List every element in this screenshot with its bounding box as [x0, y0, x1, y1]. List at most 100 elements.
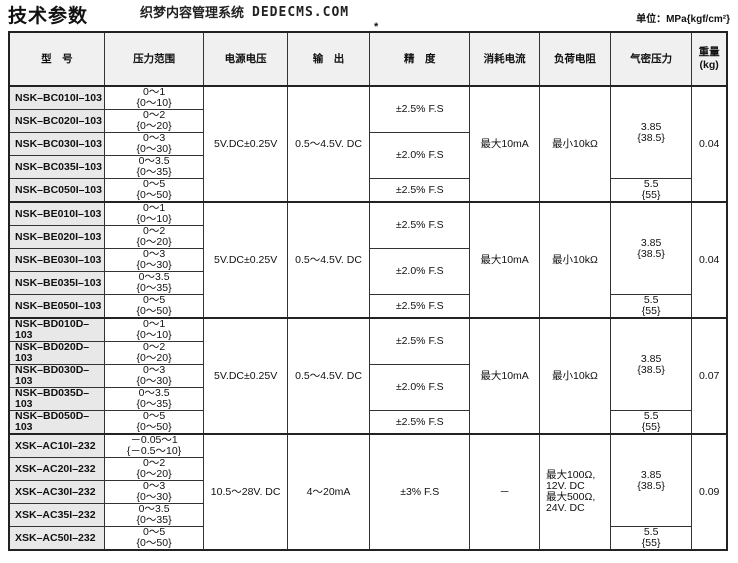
- watermark-en: DEDECMS.COM: [252, 5, 350, 20]
- model-cell: NSK–BD020D–103: [8, 341, 105, 365]
- current-cell: 最大10mA: [469, 317, 540, 435]
- model-cell: XSK–AC35I–232: [8, 503, 105, 527]
- output-cell: 0.5～4.5V. DC: [286, 85, 371, 203]
- table-row: NSK–BC020I–103 0～2 {0～20}: [8, 109, 727, 133]
- pressure-range-cell-text: {0～20}: [136, 468, 172, 480]
- model-cell: NSK–BD010D–103: [8, 317, 105, 342]
- output-cell-text: 0.5～4.5V. DC: [295, 253, 362, 266]
- pressure-range-cell-text: 0～3.5: [138, 271, 170, 283]
- model-cell-text: NSK–BE050I–103: [15, 299, 102, 312]
- pressure-range-cell-text: {0～20}: [136, 120, 172, 132]
- output-cell: 0.5～4.5V. DC: [286, 317, 371, 435]
- table-row: NSK–BE050I–103 0～5 {0～50} ±2.5% F.S 5.5 {55}: [8, 294, 727, 319]
- current-cell: 最大10mA: [469, 85, 540, 203]
- model-cell-text: NSK–BD035D–103: [15, 387, 90, 410]
- pressure-range-cell-text: {0～35}: [136, 398, 172, 410]
- table-row: NSK–BC010I–103 0～1 {0～10} 5V.DC±0.25V 0.5～4.…: [8, 85, 728, 203]
- pressure-range-cell-text: 0～3: [142, 248, 166, 260]
- airtight-pressure-cell-text: 5.5: [643, 294, 659, 306]
- load-resistance-cell: 最小10kΩ: [538, 201, 611, 319]
- pressure-range-cell: 0～3.5 {0～35}: [103, 271, 205, 295]
- pressure-range-cell-text: {0～50}: [136, 189, 172, 201]
- column-header: 负荷电阻: [538, 31, 611, 87]
- accuracy-cell: ±3% F.S: [369, 433, 471, 551]
- model-cell: NSK–BC020I–103: [8, 109, 105, 133]
- accuracy-cell-text: ±2.0% F.S: [395, 265, 444, 277]
- column-header: 压力范围: [103, 31, 205, 87]
- airtight-pressure-cell: 5.5 {55}: [609, 526, 693, 551]
- accuracy-cell-text: ±2.5% F.S: [395, 415, 444, 428]
- model-cell: XSK–AC10I–232: [8, 433, 105, 458]
- model-cell: NSK–BD050D–103: [8, 410, 105, 435]
- pressure-range-cell-text: {0～30}: [136, 143, 172, 155]
- pressure-range-cell-text: 0～5: [142, 410, 166, 422]
- column-header: 气密压力: [609, 31, 693, 87]
- model-cell-text: NSK–BD030D–103: [15, 364, 90, 387]
- pressure-range-cell: 0～5 {0～50}: [103, 294, 205, 319]
- accuracy-cell: ±2.0% F.S: [369, 364, 471, 411]
- model-cell: NSK–BE020I–103: [8, 225, 105, 249]
- load-resistance-cell: 最小10kΩ: [538, 317, 611, 435]
- accuracy-cell-text: ±2.5% F.S: [395, 335, 444, 347]
- airtight-pressure-cell-text: 5.5: [643, 178, 659, 190]
- watermark-cn: 织梦内容管理系统: [140, 5, 245, 20]
- supply-voltage-cell: 5V.DC±0.25V: [203, 201, 288, 319]
- pressure-range-cell-text: {0～10}: [136, 329, 172, 341]
- pressure-range-cell: 0～3 {0～30}: [103, 364, 205, 388]
- column-header: 重量 (kg): [691, 31, 728, 87]
- pressure-range-cell-text: {0～30}: [136, 491, 172, 503]
- pressure-range-cell-text: {0～20}: [136, 352, 172, 364]
- pressure-range-cell: 0～3.5 {0～35}: [103, 387, 205, 411]
- pressure-range-cell-text: 0～3: [142, 132, 166, 144]
- pressure-range-cell-text: 0～1: [142, 86, 166, 98]
- load-resistance-cell-text: 最小10kΩ: [552, 369, 598, 382]
- airtight-pressure-cell: 5.5 {55}: [609, 178, 693, 203]
- pressure-range-cell-text: {0～30}: [136, 375, 172, 387]
- pressure-range-cell: 0～2 {0～20}: [103, 109, 205, 133]
- airtight-pressure-cell-text: {55}: [641, 537, 661, 549]
- load-resistance-cell-text: 最小10kΩ: [552, 137, 598, 150]
- model-cell: NSK–BD035D–103: [8, 387, 105, 411]
- accuracy-cell: ±2.5% F.S: [369, 294, 471, 319]
- supply-voltage-cell: 10.5～28V. DC: [203, 433, 288, 551]
- model-cell: NSK–BD030D–103: [8, 364, 105, 388]
- pressure-range-cell: 0～2 {0～20}: [103, 225, 205, 249]
- model-cell-text: NSK–BD050D–103: [15, 410, 90, 433]
- pressure-range-cell: 0～3 {0～30}: [103, 248, 205, 272]
- pressure-range-cell-text: 0～1: [142, 202, 166, 214]
- table-row: XSK–AC30I–232 0～3 {0～30}: [8, 480, 727, 504]
- supply-voltage-cell-text: 5V.DC±0.25V: [214, 369, 278, 382]
- model-cell-text: NSK–BD020D–103: [15, 341, 90, 364]
- accuracy-cell-text: ±2.5% F.S: [395, 183, 444, 196]
- pressure-range-cell: 0～1 {0～10}: [103, 201, 205, 226]
- pressure-range-cell-text: 0～2: [142, 341, 166, 353]
- airtight-pressure-cell-text: {55}: [641, 421, 661, 433]
- model-cell: NSK–BC035I–103: [8, 155, 105, 179]
- pressure-range-cell-text: {0～50}: [136, 305, 172, 317]
- model-cell-text: NSK–BC020I–103: [15, 114, 102, 127]
- table-row: XSK–AC10I–232 －0.05～1 {－0.5～10} 10.5～28V. D…: [8, 433, 728, 551]
- model-cell: NSK–BC050I–103: [8, 178, 105, 203]
- table-row: NSK–BD050D–103 0～5 {0～50} ±2.5% F.S 5.5 {55}: [8, 410, 727, 435]
- current-cell: 最大10mA: [469, 201, 540, 319]
- output-cell-text: 0.5～4.5V. DC: [295, 137, 362, 150]
- model-cell: NSK–BE030I–103: [8, 248, 105, 272]
- accuracy-cell: ±2.0% F.S: [369, 248, 471, 295]
- model-cell-text: XSK–AC35I–232: [15, 508, 96, 521]
- airtight-pressure-cell-text: {38.5}: [637, 363, 665, 376]
- unit-label: 单位：MPa{kgf/cm²}: [636, 14, 730, 25]
- pressure-range-cell-text: 0～1: [142, 318, 166, 330]
- accuracy-cell-text: ±2.0% F.S: [395, 149, 444, 161]
- table-row: NSK–BE035I–103 0～3.5 {0～35}: [8, 271, 727, 295]
- table-row: NSK–BD010D–103 0～1 {0～10} 5V.DC±0.25V 0.5～4.…: [8, 317, 728, 435]
- model-cell: XSK–AC20I–232: [8, 457, 105, 481]
- weight-cell-text: 0.09: [698, 485, 720, 498]
- accuracy-cell-text: ±2.5% F.S: [395, 299, 444, 312]
- airtight-pressure-cell-text: 5.5: [643, 526, 659, 538]
- table-row: NSK–BD020D–103 0～2 {0～20}: [8, 341, 727, 365]
- pressure-range-cell: 0～3.5 {0～35}: [103, 503, 205, 527]
- weight-cell: 0.04: [691, 201, 728, 319]
- accuracy-cell: ±2.5% F.S: [369, 410, 471, 435]
- model-cell-text: XSK–AC20I–232: [15, 462, 96, 475]
- airtight-pressure-cell-text: {38.5}: [637, 479, 665, 492]
